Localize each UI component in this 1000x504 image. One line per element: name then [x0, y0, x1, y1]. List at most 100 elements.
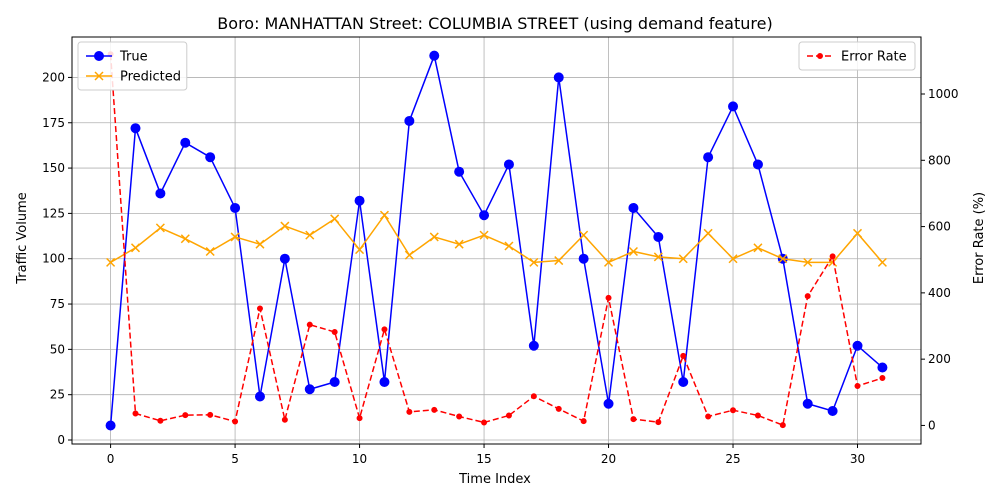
data-point-error-rate [804, 293, 811, 300]
axes: 0 5 10 15 20 25 30 0 25 50 75 100 125 150 175 200 0 200 40… [42, 36, 959, 466]
data-point-true [503, 159, 514, 170]
marker-x-stroke [379, 210, 389, 220]
legend-label-error-rate: Error Rate [841, 50, 907, 65]
marker-x-stroke [728, 254, 738, 264]
data-point-true [230, 202, 241, 213]
marker-x-stroke [579, 230, 589, 240]
data-point-predicted [404, 250, 414, 260]
y-tick-label: 50 [50, 342, 65, 356]
data-point-error-rate [705, 413, 712, 420]
data-point-true [578, 253, 589, 264]
data-point-error-rate [879, 375, 886, 382]
marker-x-stroke [305, 230, 315, 240]
data-point-true [752, 159, 763, 170]
data-point-error-rate [232, 418, 239, 425]
marker-x-stroke [280, 221, 290, 231]
data-point-predicted [554, 256, 564, 266]
series-line-true [109, 53, 883, 426]
data-point-error-rate [331, 328, 338, 335]
data-point-error-rate [406, 408, 413, 415]
x-tick-label: 20 [601, 452, 616, 466]
data-point-predicted [529, 257, 539, 267]
y-tick-label: 200 [42, 70, 65, 84]
marker-x-stroke [106, 257, 116, 267]
data-point-predicted [130, 243, 141, 253]
data-point-true [429, 50, 440, 61]
data-point-error-rate [182, 412, 189, 419]
data-point-error-rate [456, 413, 463, 420]
marker-x-stroke [180, 234, 190, 244]
marker-x-stroke [404, 250, 414, 260]
data-point-error-rate [157, 417, 164, 424]
marker-x-stroke [753, 243, 763, 253]
data-point-predicted [877, 257, 887, 267]
y2-tick-label: 200 [928, 352, 951, 366]
data-point-true [180, 137, 191, 148]
marker-x-stroke [454, 239, 464, 249]
data-point-predicted [230, 232, 240, 242]
data-point-error-rate [754, 412, 761, 419]
data-point-predicted [255, 239, 265, 249]
x-tick-label: 25 [725, 452, 740, 466]
data-point-error-rate [281, 416, 288, 423]
marker-x-stroke [479, 230, 489, 240]
data-point-predicted [155, 223, 165, 233]
data-point-error-rate [555, 405, 562, 412]
data-point-true [877, 362, 888, 373]
y2-tick-label: 1000 [928, 87, 959, 101]
data-point-error-rate [680, 352, 687, 359]
data-point-true [454, 166, 465, 177]
data-point-predicted [628, 246, 638, 256]
data-point-predicted [703, 228, 713, 238]
marker-x-stroke [94, 71, 104, 81]
data-point-predicted [778, 254, 788, 264]
data-point-predicted [604, 257, 614, 267]
y-tick-label: 150 [42, 161, 65, 175]
data-point-error-rate [431, 406, 438, 413]
data-point-error-rate [854, 382, 861, 389]
data-point-predicted [653, 252, 663, 262]
x-axis-label: Time Index [458, 472, 531, 487]
marker-x-stroke [155, 223, 165, 233]
series-layer [105, 50, 888, 431]
data-point-true [827, 406, 838, 417]
marker-x-stroke [504, 241, 514, 251]
marker-x-stroke [529, 257, 539, 267]
legend-box [798, 41, 916, 71]
data-point-error-rate [132, 410, 139, 417]
data-point-true [553, 72, 564, 83]
y-tick-label: 175 [42, 116, 65, 130]
data-point-true [329, 376, 340, 387]
chart-title: Boro: MANHATTAN Street: COLUMBIA STREET … [217, 14, 772, 33]
legend-marker-predicted [94, 71, 104, 81]
legend-label-predicted: Predicted [120, 70, 181, 85]
x-tick-label: 10 [352, 452, 367, 466]
data-point-true [105, 420, 116, 431]
marker-x-stroke [628, 246, 638, 256]
marker-x-stroke [653, 252, 663, 262]
x-tick-label: 5 [231, 452, 239, 466]
plot-frame [71, 36, 922, 445]
data-point-error-rate [655, 419, 662, 426]
data-point-error-rate [779, 422, 786, 429]
data-point-true [628, 202, 639, 213]
data-point-error-rate [306, 321, 313, 328]
marker-x-stroke [877, 257, 887, 267]
y2-tick-label: 0 [928, 418, 936, 432]
data-point-true [379, 376, 390, 387]
data-point-true [205, 152, 216, 163]
data-point-predicted [429, 232, 439, 242]
data-point-predicted [479, 230, 489, 240]
data-point-predicted [106, 257, 116, 267]
data-point-true [279, 253, 290, 264]
data-point-true [852, 340, 863, 351]
data-point-predicted [803, 257, 813, 267]
data-point-error-rate [207, 411, 214, 418]
data-point-true [653, 231, 664, 242]
marker-x-stroke [130, 243, 141, 253]
series-error-rate [107, 51, 886, 429]
data-point-predicted [305, 230, 315, 240]
y-tick-label: 125 [42, 206, 65, 220]
data-point-true [703, 152, 714, 163]
